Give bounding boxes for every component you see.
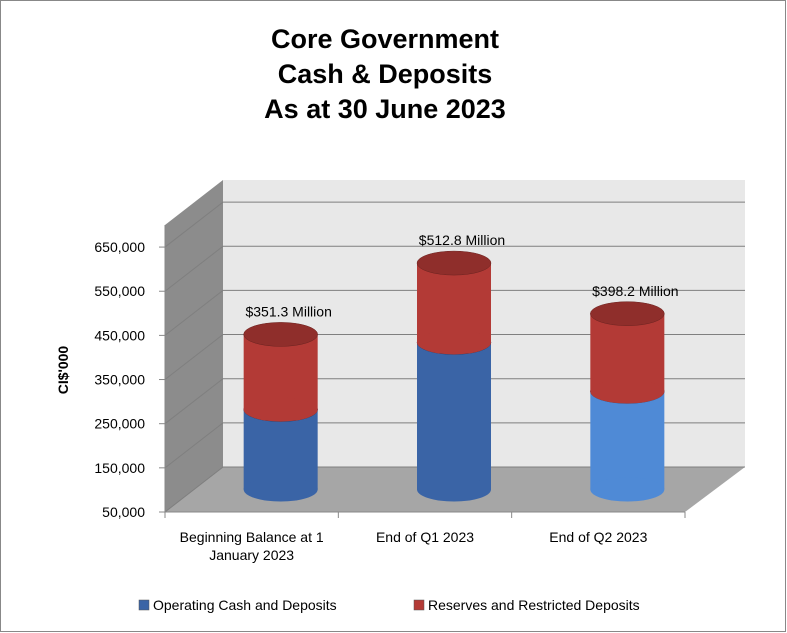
bar-segment — [243, 322, 318, 422]
bar-segment — [416, 250, 492, 355]
grid-line — [164, 201, 745, 248]
bar-segment — [590, 301, 665, 404]
total-label: $512.8 Million — [419, 232, 505, 248]
chart-title: Core Government — [271, 24, 499, 54]
chart-title: Cash & Deposits — [278, 59, 493, 89]
grid-line — [164, 334, 745, 380]
x-tick-label: Beginning Balance at 1 January 2023 — [179, 529, 324, 563]
cylinder-top — [243, 322, 318, 347]
grid-line — [164, 245, 745, 292]
grid-line — [164, 422, 745, 469]
y-tick-label: 150,000 — [94, 460, 145, 476]
cylinder-bottom — [243, 477, 318, 502]
legend-label: Reserves and Restricted Deposits — [428, 597, 640, 613]
x-tick-label: End of Q1 2023 — [375, 529, 475, 545]
y-tick-label: 350,000 — [94, 372, 145, 388]
cylinder-body — [243, 409, 318, 490]
cylinder-body — [243, 334, 318, 410]
cylinder-bottom — [417, 330, 491, 355]
chart-title: As at 30 June 2023 — [264, 94, 506, 124]
y-axis-label: CI$'000 — [55, 346, 71, 395]
legend-swatch — [138, 599, 150, 611]
legend-label: Operating Cash and Deposits — [153, 597, 337, 613]
cylinder-body — [417, 263, 491, 343]
total-label: $398.2 Million — [592, 283, 678, 299]
grid-line — [164, 289, 745, 336]
left-wall — [165, 180, 223, 512]
cylinder-bottom — [243, 397, 318, 422]
cylinder-top — [590, 301, 665, 326]
y-tick-label: 550,000 — [94, 283, 145, 299]
bar-segment — [416, 330, 492, 502]
y-tick-label: 50,000 — [102, 504, 145, 520]
cylinder-bottom — [417, 477, 491, 502]
total-label: $351.3 Million — [245, 303, 331, 319]
cylinder-body — [590, 313, 665, 392]
cylinder-bottom — [590, 477, 665, 502]
grid-line — [164, 466, 745, 513]
cylinder-body — [590, 391, 665, 490]
grid-line — [164, 378, 745, 425]
y-tick-label: 250,000 — [94, 416, 145, 432]
x-tick-label: End of Q2 2023 — [549, 529, 648, 545]
cylinder-bottom — [590, 379, 665, 404]
y-tick-label: 450,000 — [94, 327, 145, 343]
legend-swatch — [413, 599, 425, 611]
y-tick-label: 650,000 — [94, 239, 145, 255]
cylinder-top — [416, 250, 492, 276]
cylinder-body — [417, 342, 491, 490]
